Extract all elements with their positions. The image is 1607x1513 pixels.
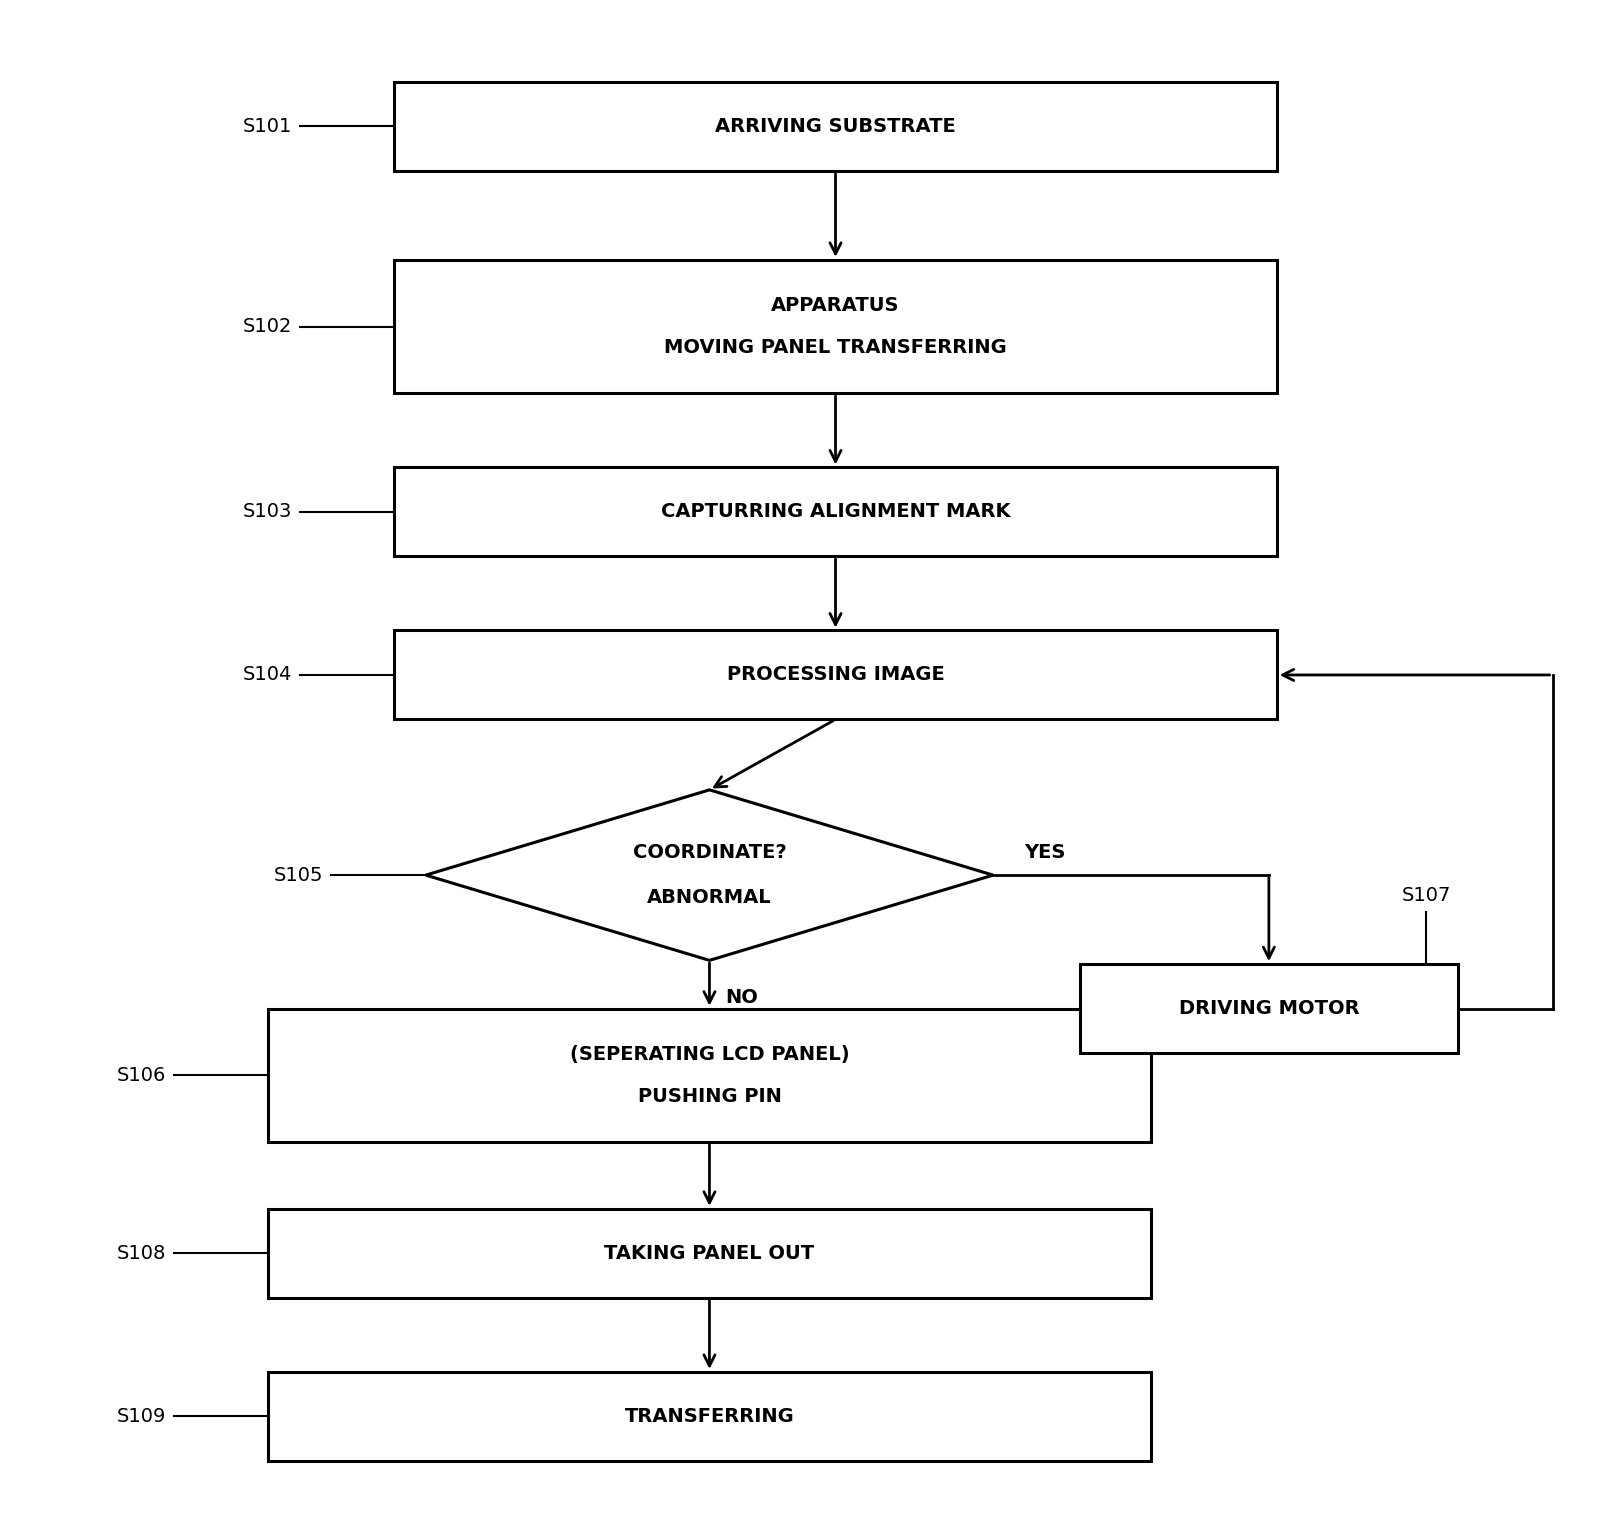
Bar [394,631,1276,720]
Text: COORDINATE?: COORDINATE? [632,843,786,862]
Bar [268,1372,1151,1462]
Text: PUSHING PIN: PUSHING PIN [636,1086,781,1106]
Text: S101: S101 [243,117,292,136]
Text: TRANSFERRING: TRANSFERRING [624,1407,794,1425]
Text: YES: YES [1024,843,1065,862]
Text: MOVING PANEL TRANSFERRING: MOVING PANEL TRANSFERRING [664,337,1006,357]
Text: S103: S103 [243,502,292,522]
Bar [268,1009,1151,1142]
Bar [394,260,1276,393]
Text: PROCESSING IMAGE: PROCESSING IMAGE [726,666,943,684]
Text: (SEPERATING LCD PANEL): (SEPERATING LCD PANEL) [569,1045,848,1064]
Bar [394,82,1276,171]
Text: S102: S102 [243,318,292,336]
Text: NO: NO [725,988,757,1008]
Text: CAPTURRING ALIGNMENT MARK: CAPTURRING ALIGNMENT MARK [660,502,1009,522]
Text: APPARATUS: APPARATUS [771,297,900,315]
Text: S106: S106 [116,1065,166,1085]
Text: TAKING PANEL OUT: TAKING PANEL OUT [604,1244,815,1263]
Text: S105: S105 [273,865,323,885]
Polygon shape [426,790,993,961]
Text: ARRIVING SUBSTRATE: ARRIVING SUBSTRATE [715,117,955,136]
Text: S109: S109 [116,1407,166,1425]
Text: S107: S107 [1401,885,1450,905]
Text: DRIVING MOTOR: DRIVING MOTOR [1178,999,1358,1018]
Text: S108: S108 [116,1244,166,1263]
Bar [268,1209,1151,1298]
Text: ABNORMAL: ABNORMAL [646,888,771,906]
Bar [394,468,1276,557]
Text: S104: S104 [243,666,292,684]
Bar [1080,964,1458,1053]
